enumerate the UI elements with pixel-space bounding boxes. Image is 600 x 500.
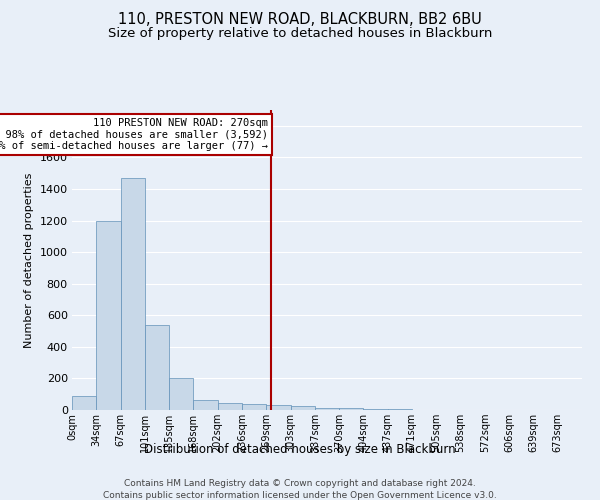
Text: Distribution of detached houses by size in Blackburn: Distribution of detached houses by size … — [144, 442, 456, 456]
Bar — [96, 220, 121, 410]
Text: Contains HM Land Registry data © Crown copyright and database right 2024.: Contains HM Land Registry data © Crown c… — [124, 479, 476, 488]
Text: 110 PRESTON NEW ROAD: 270sqm
← 98% of detached houses are smaller (3,592)
2% of : 110 PRESTON NEW ROAD: 270sqm ← 98% of de… — [0, 118, 268, 151]
Bar — [72, 396, 96, 410]
Y-axis label: Number of detached properties: Number of detached properties — [24, 172, 34, 348]
Bar — [218, 403, 242, 410]
Text: 110, PRESTON NEW ROAD, BLACKBURN, BB2 6BU: 110, PRESTON NEW ROAD, BLACKBURN, BB2 6B… — [118, 12, 482, 28]
Bar — [364, 409, 388, 410]
Bar — [145, 324, 169, 410]
Text: Contains public sector information licensed under the Open Government Licence v3: Contains public sector information licen… — [103, 491, 497, 500]
Bar — [169, 378, 193, 410]
Bar — [242, 404, 266, 410]
Bar — [121, 178, 145, 410]
Bar — [266, 405, 290, 410]
Bar — [315, 408, 339, 410]
Bar — [339, 408, 364, 410]
Text: Size of property relative to detached houses in Blackburn: Size of property relative to detached ho… — [108, 28, 492, 40]
Bar — [193, 400, 218, 410]
Bar — [290, 406, 315, 410]
